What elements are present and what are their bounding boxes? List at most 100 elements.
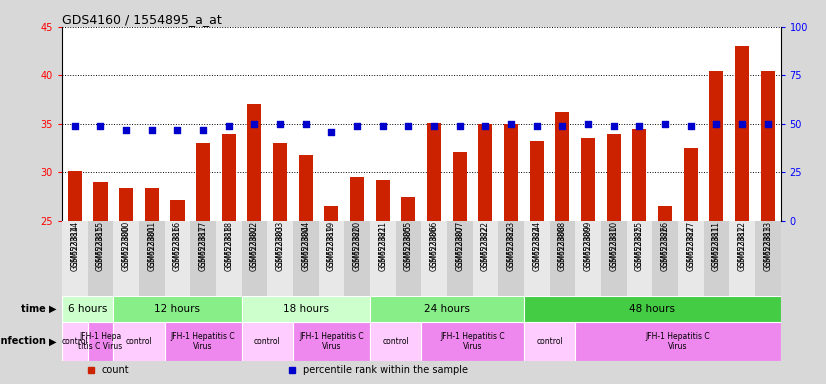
Bar — [658, 206, 672, 221]
Bar — [601, 221, 627, 296]
Text: GSM523811: GSM523811 — [712, 225, 721, 270]
Point — [582, 121, 595, 127]
Text: GSM523825: GSM523825 — [635, 225, 644, 271]
Text: GSM523815: GSM523815 — [96, 221, 105, 267]
Text: GSM523806: GSM523806 — [430, 225, 439, 271]
Bar — [68, 171, 82, 221]
Bar — [498, 221, 524, 296]
Text: GSM523819: GSM523819 — [327, 225, 336, 271]
Text: GSM523807: GSM523807 — [455, 225, 464, 271]
Text: ▶: ▶ — [49, 336, 57, 346]
Bar — [376, 180, 390, 221]
Point — [556, 122, 569, 129]
Bar — [524, 296, 781, 322]
Point — [607, 122, 620, 129]
Bar — [88, 221, 113, 296]
Text: GSM523809: GSM523809 — [584, 221, 592, 267]
Bar — [325, 206, 339, 221]
Point — [530, 122, 544, 129]
Text: control: control — [126, 337, 152, 346]
Bar — [704, 221, 729, 296]
Text: GSM523825: GSM523825 — [635, 221, 644, 267]
Text: GSM523821: GSM523821 — [378, 221, 387, 267]
Text: time: time — [21, 304, 49, 314]
Point — [658, 121, 672, 127]
Text: GSM523813: GSM523813 — [763, 225, 772, 271]
Bar — [735, 46, 749, 221]
Text: JFH-1 Hepatitis C
Virus: JFH-1 Hepatitis C Virus — [440, 332, 505, 351]
Bar — [524, 322, 575, 361]
Bar — [555, 112, 569, 221]
Text: GSM523807: GSM523807 — [455, 221, 464, 267]
Bar — [113, 322, 164, 361]
Text: JFH-1 Hepa
titis C Virus: JFH-1 Hepa titis C Virus — [78, 332, 122, 351]
Bar — [427, 123, 441, 221]
Bar — [447, 221, 472, 296]
Text: GSM523814: GSM523814 — [70, 225, 79, 271]
Point — [273, 121, 287, 127]
Bar — [62, 296, 113, 322]
Text: GSM523817: GSM523817 — [198, 221, 207, 267]
Bar — [145, 188, 159, 221]
Text: GSM523812: GSM523812 — [738, 225, 747, 270]
Text: 12 hours: 12 hours — [154, 304, 201, 314]
Bar — [729, 221, 755, 296]
Point — [376, 122, 389, 129]
Text: GSM523824: GSM523824 — [532, 225, 541, 271]
Bar — [396, 221, 421, 296]
Text: GSM523815: GSM523815 — [96, 225, 105, 271]
Text: GSM523806: GSM523806 — [430, 221, 439, 267]
Bar — [575, 221, 601, 296]
Text: GSM523805: GSM523805 — [404, 221, 413, 267]
Text: GSM523822: GSM523822 — [481, 225, 490, 270]
Bar — [190, 221, 216, 296]
Point — [145, 127, 159, 133]
Text: control: control — [382, 337, 409, 346]
Bar — [370, 296, 524, 322]
Text: GSM523808: GSM523808 — [558, 225, 567, 271]
Bar — [268, 221, 293, 296]
Point — [505, 121, 518, 127]
Text: 6 hours: 6 hours — [68, 304, 107, 314]
Bar — [62, 221, 88, 296]
Text: GSM523800: GSM523800 — [121, 225, 131, 271]
Bar — [370, 322, 421, 361]
Text: GSM523813: GSM523813 — [763, 221, 772, 267]
Text: GSM523818: GSM523818 — [225, 225, 233, 270]
Point — [401, 122, 415, 129]
Bar — [241, 221, 268, 296]
Text: GSM523810: GSM523810 — [610, 221, 618, 267]
Text: ▶: ▶ — [49, 304, 57, 314]
Bar — [401, 197, 415, 221]
Text: GSM523823: GSM523823 — [506, 221, 515, 267]
Bar — [472, 221, 498, 296]
Point — [350, 122, 363, 129]
Bar — [293, 221, 319, 296]
Text: GSM523804: GSM523804 — [301, 225, 311, 271]
Point — [325, 129, 338, 135]
Point — [248, 121, 261, 127]
Text: GSM523809: GSM523809 — [584, 225, 592, 271]
Bar — [221, 134, 236, 221]
Text: 24 hours: 24 hours — [424, 304, 470, 314]
Text: GSM523822: GSM523822 — [481, 221, 490, 267]
Text: JFH-1 Hepatitis C
Virus: JFH-1 Hepatitis C Virus — [171, 332, 235, 351]
Bar — [755, 221, 781, 296]
Text: GSM523811: GSM523811 — [712, 221, 721, 267]
Bar — [350, 177, 364, 221]
Text: GSM523826: GSM523826 — [661, 225, 670, 271]
Text: GSM523824: GSM523824 — [532, 221, 541, 267]
Bar — [453, 152, 467, 221]
Text: GSM523827: GSM523827 — [686, 225, 695, 271]
Bar — [524, 221, 549, 296]
Bar — [633, 129, 647, 221]
Text: GSM523802: GSM523802 — [250, 221, 259, 267]
Text: control: control — [536, 337, 563, 346]
Bar — [627, 221, 653, 296]
Bar — [581, 138, 596, 221]
Text: infection: infection — [0, 336, 49, 346]
Text: GSM523818: GSM523818 — [225, 221, 233, 267]
Point — [120, 127, 133, 133]
Point — [222, 122, 235, 129]
Text: GSM523817: GSM523817 — [198, 225, 207, 271]
